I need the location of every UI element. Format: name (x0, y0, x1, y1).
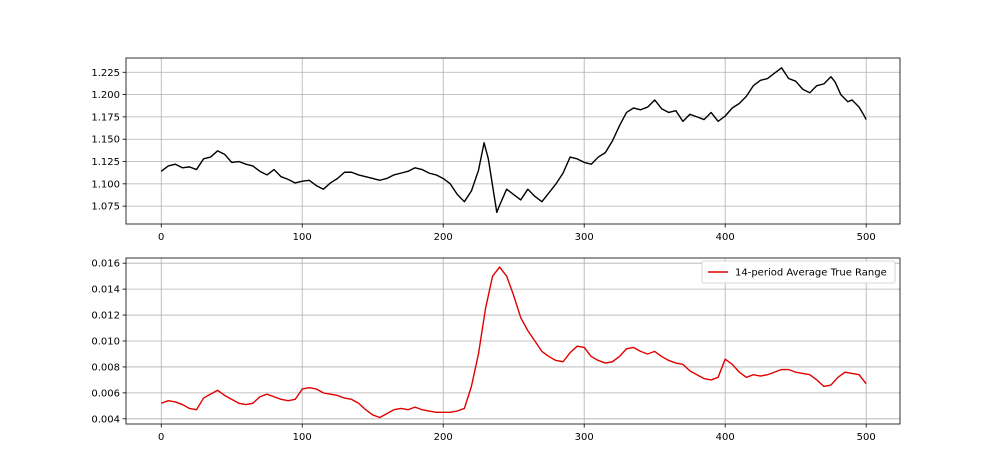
y-tick-label: 0.012 (91, 311, 120, 322)
price-chart-panel: 0 100 200 300 400 500 1.075 1.100 1.125 1.150 1.17… (91, 57, 901, 243)
y-tick-label: 0.014 (91, 285, 120, 296)
y-tick-label: 0.010 (91, 337, 120, 348)
y-tick-label: 0.006 (91, 388, 120, 399)
y-tick-label: 1.200 (91, 90, 120, 101)
legend: 14-period Average True Range (701, 260, 896, 284)
x-tick-label: 100 (293, 232, 312, 243)
y-tick-label: 1.075 (91, 202, 120, 213)
legend-label: 14-period Average True Range (735, 268, 887, 279)
legend-box (701, 260, 896, 284)
x-tick-label: 100 (293, 432, 312, 443)
series-line (161, 266, 867, 419)
y-tick-label: 1.225 (91, 68, 120, 79)
y-tick-label: 1.150 (91, 135, 120, 146)
x-tick-label: 0 (158, 232, 164, 243)
x-tick-label: 300 (575, 232, 594, 243)
y-tick-label: 0.016 (91, 259, 120, 270)
x-tick-label: 500 (857, 432, 876, 443)
x-tick-label: 300 (575, 432, 594, 443)
y-tick-label: 1.125 (91, 157, 120, 168)
y-tick-label: 1.175 (91, 112, 120, 123)
atr-chart-panel: 0 100 200 300 400 500 0.004 0.006 0.008 0.010 0.01… (91, 257, 901, 443)
x-tick-label: 500 (857, 232, 876, 243)
series-line (160, 67, 867, 214)
y-tick-label: 1.100 (91, 179, 120, 190)
x-tick-label: 400 (716, 432, 735, 443)
y-tick-label: 0.004 (91, 414, 120, 425)
axes-frame (125, 57, 901, 225)
x-tick-label: 200 (434, 432, 453, 443)
x-tick-label: 200 (434, 232, 453, 243)
y-tick-label: 0.008 (91, 362, 120, 373)
x-tick-label: 400 (716, 232, 735, 243)
x-tick-label: 0 (158, 432, 164, 443)
